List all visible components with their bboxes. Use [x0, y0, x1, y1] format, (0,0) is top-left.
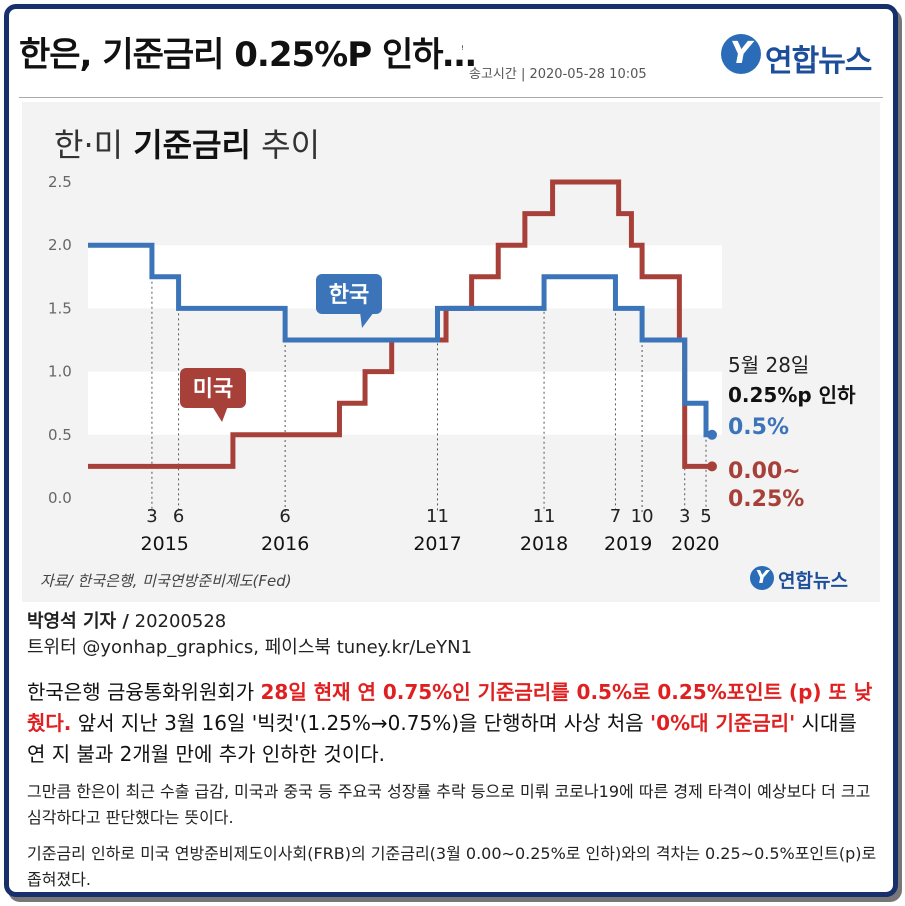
- usa-value-label-2: 0.25%: [728, 487, 804, 512]
- month-label: 11: [426, 506, 449, 527]
- korea-rate-endpoint: [707, 429, 717, 440]
- month-label: 10: [631, 506, 654, 527]
- usa-callout: 미국: [180, 368, 246, 422]
- usa-callout-tail: [212, 406, 228, 422]
- yonhap-logo-icon: Y: [721, 34, 761, 74]
- korea-callout: 한국: [316, 274, 382, 328]
- annotation: 5월 28일 0.25%p 인하 0.5% 0.00~ 0.25%: [728, 353, 856, 512]
- series-lines: [88, 179, 717, 472]
- rate-graphic: 0.0 0.5 1.0 1.5 2.0 2.5 3 6 6 11 11 7 10 3 5 2015 2016 2…: [22, 102, 880, 602]
- header: 한은, 기준금리 0.25%P 인하… ꜝ 송고시간 | 2020-05-28 …: [9, 9, 893, 99]
- guide-lines: [151, 276, 707, 512]
- lead-paragraph: 한국은행 금융통화위원회가 28일 현재 연 0.75%인 기준금리를 0.5%…: [27, 680, 873, 766]
- y-tick-label: 1.5: [48, 299, 72, 317]
- yonhap-logo-small-text: 연합뉴스: [778, 570, 848, 592]
- annotation-date: 5월 28일: [728, 353, 809, 377]
- korea-callout-box: [316, 274, 382, 314]
- korea-callout-tail: [360, 312, 374, 328]
- body-paragraph-2: 기준금리 인하로 미국 연방준비제도이사회(FRB)의 기준금리(3월 0.00…: [27, 844, 877, 889]
- year-label: 2017: [413, 533, 461, 555]
- y-tick-label: 2.0: [48, 236, 72, 254]
- month-label: 7: [610, 506, 621, 527]
- usa-value-label-1: 0.00~: [728, 459, 801, 484]
- y-tick-label: 0.0: [48, 489, 72, 507]
- yonhap-logo-text: 연합뉴스: [765, 44, 872, 79]
- sent-time: ꜝ 송고시간 | 2020-05-28 10:05: [461, 43, 647, 82]
- month-label: 11: [533, 506, 556, 527]
- yonhap-logo-small-icon: Y: [750, 566, 774, 590]
- usa-rate-line: [88, 179, 712, 469]
- source-note: 자료/ 한국은행, 미국연방준비제도(Fed): [40, 572, 292, 590]
- year-label: 2020: [671, 533, 719, 555]
- headline[interactable]: 한은, 기준금리 0.25%P 인하…: [19, 35, 477, 75]
- month-label: 5: [700, 506, 711, 527]
- body-paragraph-1: 그만큼 한은이 최근 수출 급감, 미국과 중국 등 주요국 성장률 추락 등으…: [27, 782, 871, 827]
- y-tick-label: 1.0: [48, 363, 72, 381]
- y-tick-label: 2.5: [48, 173, 72, 191]
- annotation-text: 0.25%p 인하: [728, 383, 856, 407]
- usa-rate-endpoint: [707, 461, 717, 472]
- month-label: 6: [173, 506, 184, 527]
- headline-mark: ꜝ: [461, 43, 465, 57]
- sent-label: 송고시간 | 2020-05-28 10:05: [469, 67, 647, 82]
- year-label: 2019: [604, 533, 652, 555]
- chart-title: 한·미 기준금리 추이: [54, 126, 321, 164]
- usa-callout-label: 미국: [193, 377, 233, 402]
- month-label: 3: [146, 506, 157, 527]
- y-tick-label: 0.5: [48, 426, 72, 444]
- year-label: 2016: [261, 533, 309, 555]
- article-card: 한은, 기준금리 0.25%P 인하… ꜝ 송고시간 | 2020-05-28 …: [4, 4, 898, 897]
- y-axis-ticks: 0.0 0.5 1.0 1.5 2.0 2.5: [48, 173, 72, 507]
- korea-rate-line: [88, 242, 712, 438]
- grid-band: [88, 245, 722, 309]
- year-label: 2018: [520, 533, 568, 555]
- header-divider: [19, 97, 883, 98]
- month-label: 3: [679, 506, 690, 527]
- social-links: 트위터 @yonhap_graphics, 페이스북 tuney.kr/LeYN…: [27, 637, 473, 658]
- byline: 박영석 기자 / 20200528: [27, 611, 227, 632]
- korea-value-label: 0.5%: [728, 415, 789, 440]
- year-label: 2015: [141, 533, 189, 555]
- month-label: 6: [279, 506, 290, 527]
- usa-callout-box: [180, 368, 246, 408]
- korea-callout-label: 한국: [329, 283, 369, 308]
